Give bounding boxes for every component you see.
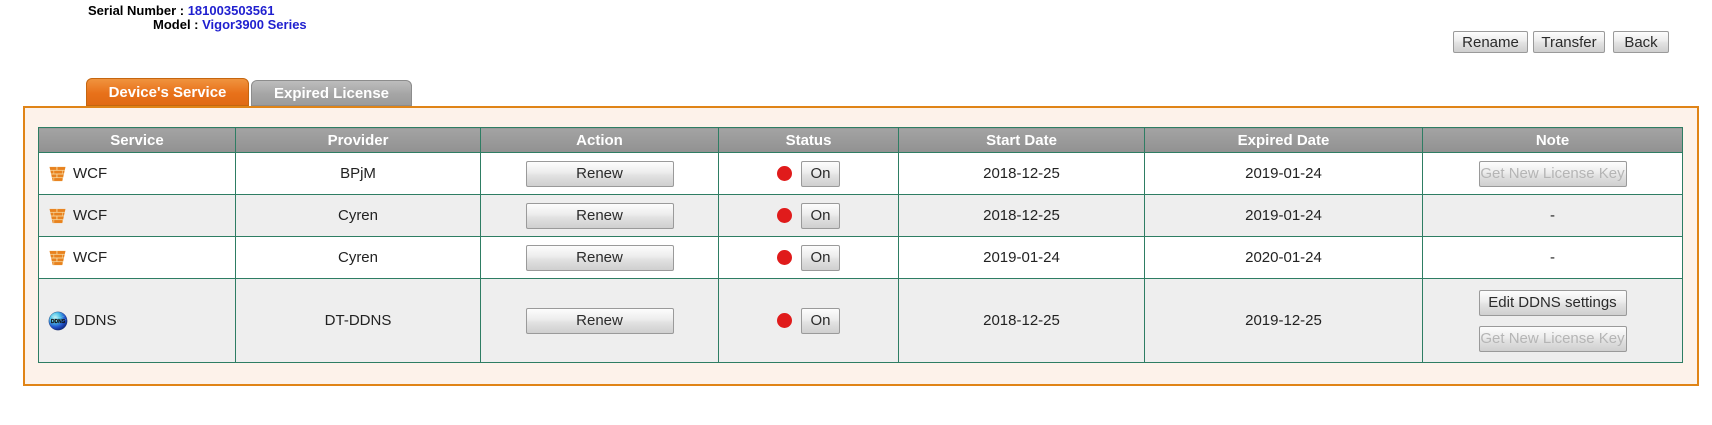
svg-text:DDNS: DDNS [51,319,66,325]
